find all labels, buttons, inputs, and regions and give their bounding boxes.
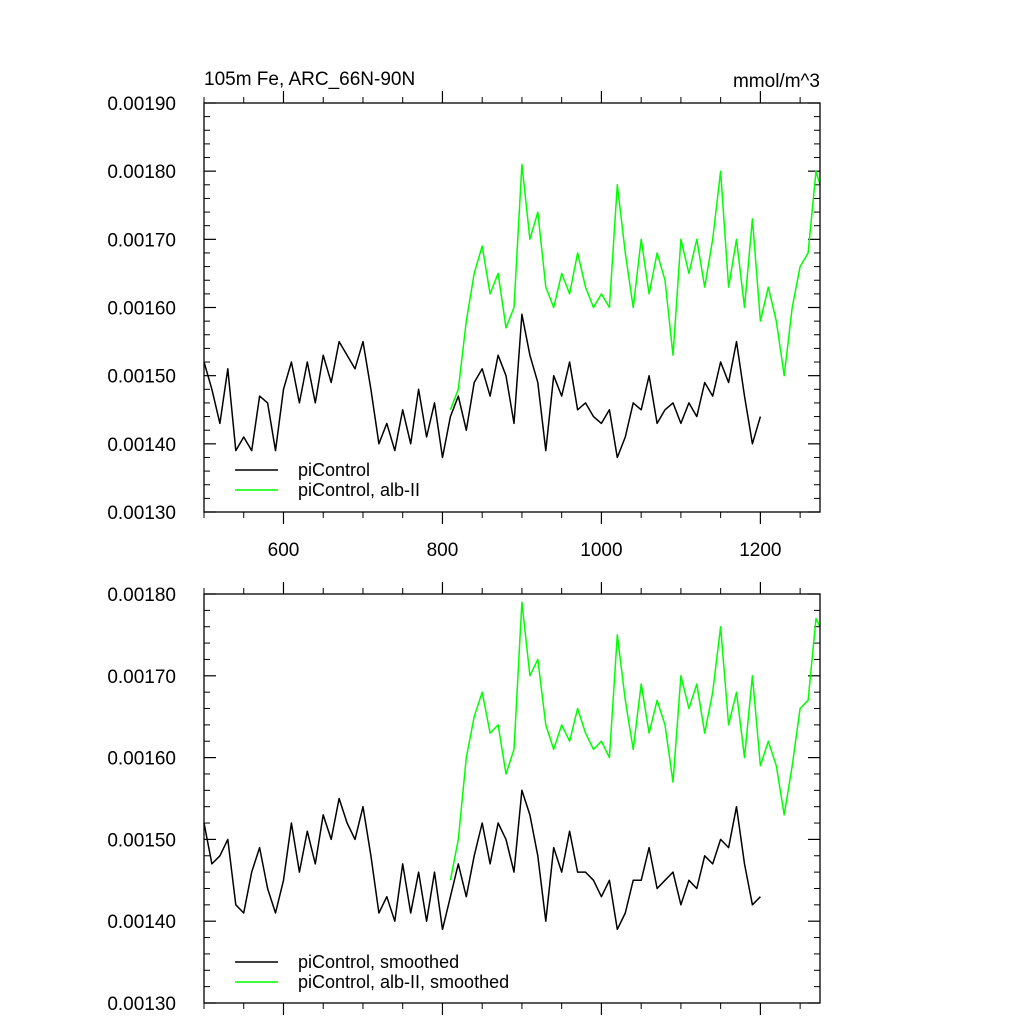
x-tick-label: 800 [427, 540, 459, 561]
bottom-panel-ticks: 0.00130 0.00140 0.00150 0.00160 0.00170 0.001… [107, 582, 820, 1015]
x-tick-label: 1200 [739, 540, 781, 561]
top-panel-frame [203, 102, 821, 513]
bottom-legend: piControl, smoothed piControl, alb-II, s… [235, 952, 509, 992]
top-panel-ticks: 0.00130 0.00140 0.00150 0.00160 0.00170 0.001… [107, 91, 820, 561]
top-panel: 105m Fe, ARC_66N-90N mmol/m^3 0.001300.0… [107, 69, 821, 561]
y-tick-label: 0.00170 [107, 230, 176, 251]
top-legend: piControl piControl, alb-II [235, 460, 420, 500]
y-tick-label: 0.00150 [107, 367, 176, 388]
y-tick-label: 0.00160 [107, 749, 176, 770]
y-tick-label: 0.00180 [107, 162, 176, 183]
top-panel-series [203, 163, 821, 459]
bottom-panel-frame [203, 593, 821, 1004]
y-tick-label: 0.00190 [107, 94, 176, 115]
legend-label-picontrol-alb-ii: piControl, alb-II [298, 480, 420, 500]
y-tick-label: 0.00180 [107, 585, 176, 606]
chart-title: 105m Fe, ARC_66N-90N [204, 69, 415, 90]
y-tick-label: 0.00130 [107, 503, 176, 524]
series-line-0-1 [449, 163, 821, 411]
legend-label-picontrol-smoothed: piControl, smoothed [298, 952, 459, 972]
y-tick-label: 0.00140 [107, 912, 176, 933]
series-line-1-0 [203, 789, 761, 931]
y-tick-label: 0.00130 [107, 994, 176, 1015]
legend-label-picontrol-alb-ii-smoothed: piControl, alb-II, smoothed [298, 972, 509, 992]
bottom-panel: 0.00130 0.00140 0.00150 0.00160 0.00170 0.001… [107, 582, 821, 1015]
series-line-0-0 [203, 313, 762, 459]
x-tick-label: 1000 [580, 540, 622, 561]
chart-units: mmol/m^3 [733, 71, 820, 92]
legend-label-picontrol: piControl [298, 460, 370, 480]
bottom-panel-series [203, 601, 821, 931]
y-tick-label: 0.00160 [107, 299, 176, 320]
x-tick-label: 600 [268, 540, 300, 561]
y-tick-label: 0.00150 [107, 830, 176, 851]
series-line-1-1 [449, 601, 821, 881]
y-tick-label: 0.00140 [107, 435, 176, 456]
y-tick-label: 0.00170 [107, 667, 176, 688]
